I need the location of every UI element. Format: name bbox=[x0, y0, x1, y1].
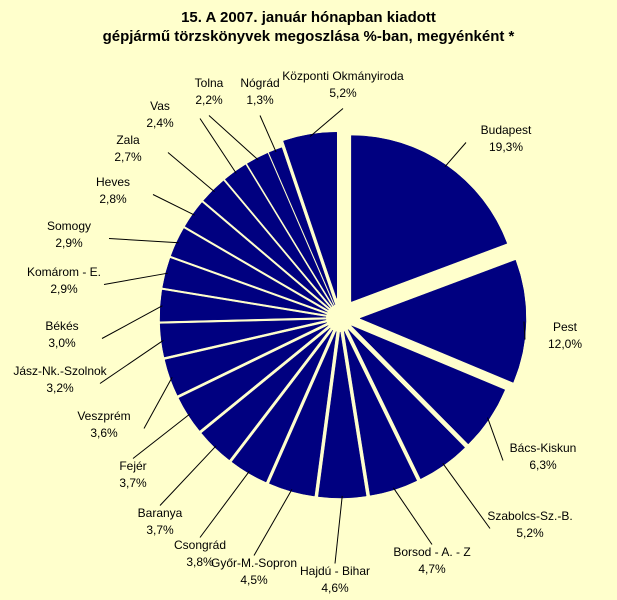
slice-label-value: 5,2% bbox=[516, 526, 544, 540]
leader-line bbox=[132, 413, 191, 459]
pie-slice bbox=[283, 132, 337, 299]
slice-label-value: 5,2% bbox=[329, 86, 357, 100]
slice-label-value: 2,9% bbox=[50, 282, 78, 296]
leader-line bbox=[392, 487, 433, 545]
slice-label-value: 19,3% bbox=[489, 140, 523, 154]
leader-line bbox=[167, 152, 215, 193]
leader-line bbox=[334, 495, 343, 564]
pie-slice bbox=[162, 257, 327, 315]
slice-label-name: Vas bbox=[150, 99, 170, 113]
slice-label-name: Budapest bbox=[481, 123, 532, 137]
slice-label-value: 2,4% bbox=[146, 116, 174, 130]
chart-subtitle: gépjármű törzskönyvek megoszlása %-ban, … bbox=[102, 28, 515, 45]
pie-slice bbox=[343, 331, 418, 496]
pie-slice bbox=[159, 289, 327, 322]
leader-line bbox=[444, 142, 467, 168]
slice-label-name: Pest bbox=[553, 320, 578, 334]
slice-label-value: 2,7% bbox=[114, 150, 142, 164]
pie-slice bbox=[351, 325, 506, 445]
slice-label-name: Veszprém bbox=[77, 409, 130, 423]
slice-label-name: Fejér bbox=[119, 459, 146, 473]
slice-label-name: Csongrád bbox=[174, 538, 226, 552]
slice-label-name: Heves bbox=[96, 175, 130, 189]
leader-line bbox=[523, 321, 526, 340]
leader-line bbox=[108, 238, 179, 244]
leader-line bbox=[101, 305, 163, 339]
leader-line bbox=[253, 489, 293, 556]
slice-label-value: 3,7% bbox=[146, 523, 174, 537]
slice-label-name: Baranya bbox=[138, 506, 183, 520]
slice-label-value: 4,5% bbox=[240, 573, 268, 587]
slice-label-name: Békés bbox=[45, 319, 78, 333]
slice-label-name: Zala bbox=[116, 133, 140, 147]
pie-slice bbox=[359, 259, 527, 383]
slice-label-name: Jász-Nk.-Szolnok bbox=[13, 364, 107, 378]
slice-label-value: 2,2% bbox=[195, 93, 223, 107]
slice-label-name: Bács-Kiskun bbox=[510, 441, 577, 455]
slice-label-value: 3,8% bbox=[186, 555, 214, 569]
slice-label-name: Központi Okmányiroda bbox=[282, 69, 404, 83]
slice-label-name: Tolna bbox=[195, 76, 224, 90]
slice-label-value: 2,9% bbox=[55, 236, 83, 250]
slice-label-name: Komárom - E. bbox=[27, 265, 101, 279]
slice-label-value: 3,7% bbox=[119, 476, 147, 490]
chart-title-block: 15. A 2007. január hónapban kiadott gépj… bbox=[0, 8, 617, 46]
slice-label-value: 3,6% bbox=[90, 426, 118, 440]
slice-label-value: 3,0% bbox=[48, 336, 76, 350]
slice-label-value: 6,3% bbox=[529, 458, 557, 472]
slice-label-name: Borsod - A. - Z bbox=[393, 545, 470, 559]
leader-line bbox=[152, 194, 195, 216]
leader-line bbox=[99, 339, 164, 384]
chart-title: 15. A 2007. január hónapban kiadott bbox=[181, 9, 436, 26]
slice-label-name: Hajdú - Bihar bbox=[300, 564, 370, 578]
slice-label-value: 2,8% bbox=[99, 192, 127, 206]
pie-slice bbox=[170, 228, 328, 313]
slice-label-value: 3,2% bbox=[46, 381, 74, 395]
leader-line bbox=[442, 463, 491, 529]
leader-line bbox=[143, 377, 173, 429]
leader-line bbox=[208, 115, 259, 161]
slice-label-value: 1,3% bbox=[246, 93, 274, 107]
pie-slice bbox=[159, 319, 327, 358]
slice-label-name: Somogy bbox=[47, 219, 91, 233]
slice-label-value: 4,6% bbox=[321, 581, 349, 595]
pie-slice bbox=[246, 152, 334, 306]
leader-line bbox=[103, 272, 168, 285]
slice-label-name: Szabolcs-Sz.-B. bbox=[487, 509, 572, 523]
leader-line bbox=[309, 108, 344, 137]
slice-label-name: Nógrád bbox=[240, 76, 279, 90]
leader-line bbox=[259, 115, 277, 153]
leader-line bbox=[199, 470, 250, 538]
leader-line bbox=[487, 417, 504, 461]
leader-line bbox=[199, 118, 237, 174]
slice-label-value: 12,0% bbox=[548, 337, 582, 351]
pie-slice bbox=[164, 322, 327, 396]
leader-line bbox=[159, 445, 217, 506]
slice-label-value: 4,7% bbox=[418, 562, 446, 576]
slice-label-name: Győr-M.-Sopron bbox=[211, 556, 297, 570]
